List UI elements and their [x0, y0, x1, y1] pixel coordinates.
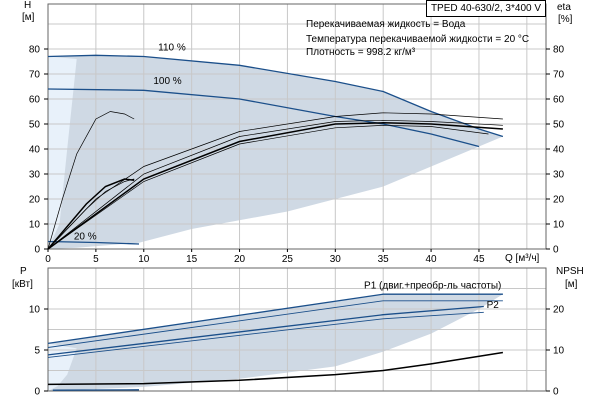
y-tick-label: 20 [29, 195, 41, 206]
y2-tick-label: 0 [553, 245, 559, 256]
y2-tick-label: 20 [553, 305, 565, 316]
y2-tick-label: 40 [553, 145, 565, 156]
series-eta-4-line [47, 124, 489, 250]
y-tick-label: 30 [29, 170, 41, 181]
info-temperature: Температура перекачиваемой жидкости = 20… [306, 34, 530, 45]
curve-label-p1: P1 (двиг.+преобр-ль частоты) [364, 280, 501, 292]
y-tick-label: 0 [34, 387, 40, 398]
y2-tick-label: 60 [553, 95, 565, 106]
y2-tick-label: 0 [553, 387, 559, 398]
x-tick-label: 20 [234, 254, 246, 265]
x-tick-label: 15 [186, 254, 198, 265]
y-axis-unit-h: [м] [22, 12, 35, 23]
y2-axis-label-npsh: NPSH [556, 266, 584, 277]
chart-title: TPED 40-630/2, 3*400 V [426, 0, 546, 17]
x-tick-label: 0 [45, 254, 51, 265]
curve-label-p2: P2 [487, 300, 500, 311]
y-tick-label: 50 [29, 120, 41, 131]
series-npsh-line [47, 351, 504, 386]
y2-tick-label: 50 [553, 120, 565, 131]
plot-frame [47, 267, 547, 392]
y-tick-label: 0 [34, 245, 40, 256]
series-p2-100-line [47, 311, 484, 358]
y2-tick-label: 80 [553, 45, 565, 56]
info-liquid: Перекачиваемая жидкость = Вода [306, 19, 466, 30]
series-p1-100-line [47, 300, 503, 348]
series-eta-2-line [47, 119, 503, 250]
curve-label-20: 20 % [74, 232, 97, 243]
operating-range-shade-light [48, 56, 77, 249]
x-tick-label: 30 [330, 254, 342, 265]
curve-label-110: 110 % [158, 42, 186, 53]
x-tick-label: 10 [138, 254, 150, 265]
series-eta-low-2-line [47, 178, 135, 250]
y2-axis-unit-npsh: [м] [565, 279, 578, 290]
y2-tick-label: 10 [553, 346, 565, 357]
y-tick-label: 80 [29, 45, 41, 56]
curve-label-100: 100 % [153, 76, 181, 87]
series-20--line [47, 240, 140, 245]
x-axis-label: Q [м³/ч] [505, 253, 540, 264]
y-axis-unit-p: [кВт] [12, 279, 33, 290]
operating-range-shade [48, 55, 503, 249]
y2-axis-label-eta: eta [557, 2, 571, 13]
plot-frame [47, 3, 547, 250]
series-p2-line [47, 305, 484, 356]
y2-tick-label: 10 [553, 220, 565, 231]
y-tick-label: 60 [29, 95, 41, 106]
series-eta-1-line [47, 112, 503, 250]
x-tick-label: 40 [426, 254, 438, 265]
series-p1--line [47, 293, 503, 345]
y-axis-label-p: P [20, 266, 27, 277]
y-tick-label: 40 [29, 145, 41, 156]
y-tick-label: 10 [29, 220, 41, 231]
y2-tick-label: 30 [553, 170, 565, 181]
y2-axis-unit-eta: [%] [558, 14, 573, 25]
x-tick-label: 25 [282, 254, 294, 265]
y-tick-label: 10 [29, 305, 41, 316]
info-density: Плотность = 998.2 кг/м³ [306, 47, 416, 58]
y-tick-label: 5 [34, 346, 40, 357]
y2-tick-label: 20 [553, 195, 565, 206]
series-eta-low-3-line [47, 178, 135, 250]
x-tick-label: 45 [473, 254, 485, 265]
y2-tick-label: 70 [553, 70, 565, 81]
y-axis-label-h: H [24, 0, 32, 11]
series-eta-3-line [47, 122, 503, 250]
series-eta-low-1-line [47, 111, 135, 250]
y-tick-label: 70 [29, 70, 41, 81]
x-tick-label: 5 [93, 254, 99, 265]
x-tick-label: 35 [378, 254, 390, 265]
